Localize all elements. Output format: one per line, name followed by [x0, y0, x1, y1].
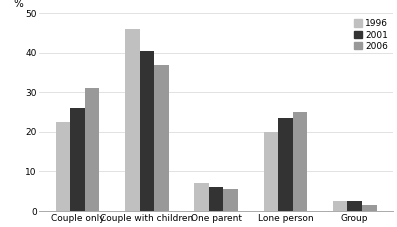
Y-axis label: %: %	[13, 0, 23, 9]
Bar	[347, 201, 362, 211]
Bar	[293, 112, 307, 211]
Bar	[154, 65, 169, 211]
Bar	[140, 51, 154, 211]
Bar	[333, 201, 347, 211]
Bar	[125, 29, 140, 211]
Bar	[209, 187, 224, 211]
Bar	[278, 118, 293, 211]
Bar	[85, 88, 99, 211]
Bar	[264, 132, 278, 211]
Bar	[194, 183, 209, 211]
Bar	[224, 189, 238, 211]
Bar	[70, 108, 85, 211]
Bar	[362, 205, 376, 211]
Bar	[56, 122, 70, 211]
Legend: 1996, 2001, 2006: 1996, 2001, 2006	[351, 16, 392, 54]
